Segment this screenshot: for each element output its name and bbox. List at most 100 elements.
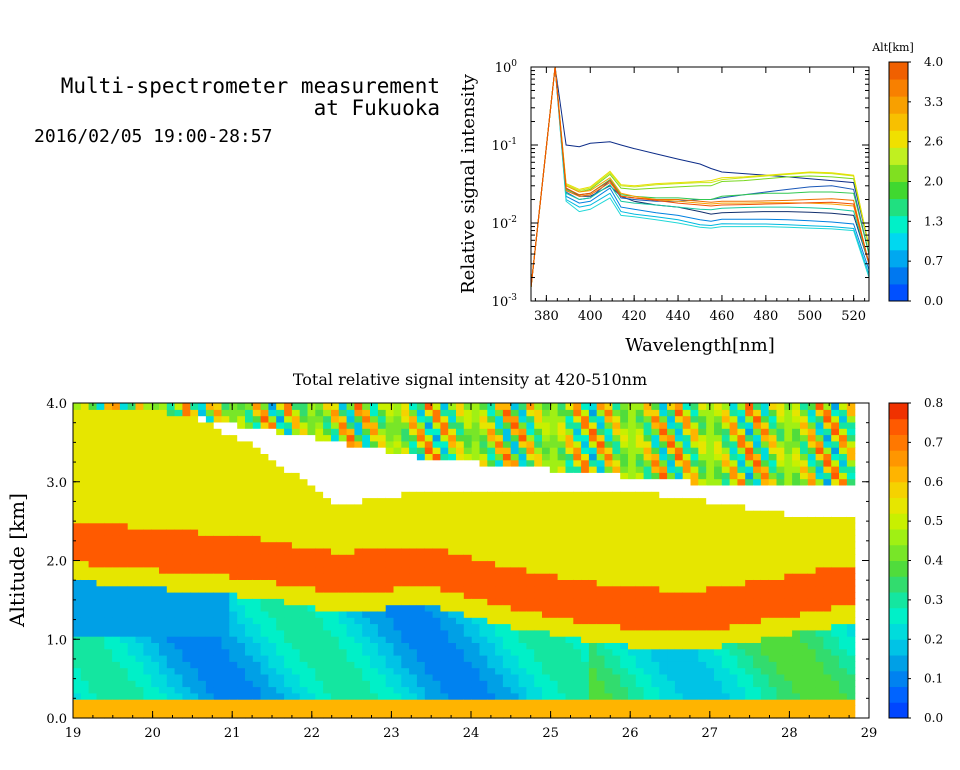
- heatmap-cell: [448, 623, 457, 631]
- heatmap-cell: [784, 516, 793, 524]
- heatmap-cell: [487, 503, 496, 511]
- heatmap-cell: [690, 478, 699, 486]
- heatmap-cell: [768, 667, 778, 675]
- heatmap-cell: [674, 711, 684, 719]
- heatmap-cell: [620, 415, 629, 423]
- heatmap-cell: [479, 440, 488, 448]
- heatmap-cell: [565, 661, 574, 669]
- heatmap-cell: [588, 434, 598, 442]
- heatmap-cell: [753, 415, 762, 423]
- heatmap-cell: [190, 692, 199, 700]
- heatmap-cell: [753, 648, 762, 656]
- heatmap-cell: [346, 629, 355, 637]
- heatmap-cell: [495, 692, 504, 700]
- heatmap-cell: [268, 686, 277, 694]
- heatmap-cell: [96, 648, 105, 656]
- heatmap-cell: [323, 547, 332, 555]
- heatmap-cell: [409, 560, 418, 568]
- heatmap-cell: [714, 554, 723, 562]
- heatmap-cell: [362, 686, 371, 694]
- heatmap-cell: [502, 705, 512, 713]
- heatmap-cell: [674, 541, 684, 549]
- heatmap-cell: [401, 447, 410, 454]
- heatmap-cell: [237, 680, 246, 688]
- heatmap-cell: [143, 491, 152, 499]
- heatmap-cell: [502, 604, 512, 612]
- heatmap-cell: [245, 585, 254, 593]
- heatmap-cell: [159, 547, 168, 555]
- heatmap-cell: [354, 585, 363, 593]
- heatmap-cell: [377, 579, 387, 587]
- heatmap-cell: [112, 623, 121, 631]
- heatmap-cell: [299, 403, 309, 410]
- heatmap-cell: [682, 610, 692, 618]
- heatmap-cell: [205, 623, 215, 631]
- heatmap-cell: [565, 415, 574, 423]
- heatmap-cell: [432, 415, 441, 423]
- heatmap-cell: [291, 680, 301, 688]
- heatmap-cell: [190, 497, 199, 505]
- heatmap-cell: [502, 535, 512, 543]
- heatmap-cell: [729, 573, 738, 580]
- heatmap-cell: [299, 510, 309, 517]
- heatmap-cell: [690, 547, 699, 555]
- heatmap-cell: [237, 409, 246, 417]
- heatmap-cell: [370, 447, 379, 454]
- heatmap-cell: [471, 428, 481, 436]
- heatmap-cell: [385, 466, 395, 473]
- heatmap-cell: [229, 409, 238, 417]
- heatmap-cell: [784, 440, 793, 448]
- heatmap-cell: [596, 636, 606, 643]
- heatmap-cell: [674, 472, 684, 480]
- heatmap-cell: [284, 592, 293, 599]
- heatmap-cell: [119, 547, 129, 555]
- heatmap-cell: [690, 579, 699, 587]
- heatmap-cell: [151, 636, 160, 643]
- heatmap-cell: [346, 680, 355, 688]
- heatmap-cell: [721, 409, 731, 417]
- heatmap-cell: [237, 522, 246, 530]
- heatmap-cell: [456, 680, 465, 688]
- heatmap-cell: [237, 434, 246, 442]
- heatmap-cell: [542, 579, 551, 587]
- heatmap-cell: [291, 484, 301, 492]
- heatmap-cell: [807, 497, 817, 505]
- heatmap-cell: [119, 409, 129, 417]
- heatmap-cell: [612, 636, 621, 643]
- heatmap-cell: [573, 434, 582, 442]
- heatmap-cell: [628, 434, 637, 442]
- heatmap-cell: [479, 642, 488, 650]
- heatmap-cell: [565, 673, 574, 681]
- heatmap-cell: [596, 497, 606, 505]
- heatmap-cell: [628, 623, 637, 631]
- heatmap-cell: [706, 529, 715, 536]
- heatmap-cell: [385, 478, 395, 486]
- heatmap-cell: [667, 472, 676, 480]
- heatmap-cell: [534, 705, 543, 713]
- heatmap-cell: [198, 535, 207, 543]
- heatmap-cell: [549, 554, 559, 562]
- heatmap-cell: [221, 529, 230, 536]
- heatmap-cell: [370, 484, 379, 492]
- heatmap-cell: [573, 560, 582, 568]
- heatmap-cell: [667, 459, 676, 467]
- heatmap-cell: [588, 636, 598, 643]
- heatmap-cell: [229, 598, 238, 606]
- heatmap-cell: [604, 453, 613, 461]
- heatmap-cell: [581, 428, 590, 436]
- heatmap-cell: [135, 421, 144, 429]
- heatmap-cell: [620, 692, 629, 700]
- heatmap-cell: [612, 655, 621, 662]
- heatmap-cell: [245, 680, 254, 688]
- heatmap-cell: [424, 503, 434, 511]
- heatmap-cell: [80, 466, 90, 473]
- heatmap-cell: [565, 573, 574, 580]
- heatmap-cell: [416, 522, 426, 530]
- heatmap-cell: [823, 692, 832, 700]
- heatmap-cell: [815, 535, 824, 543]
- heatmap-cell: [237, 610, 246, 618]
- heatmap-cell: [354, 579, 363, 587]
- heatmap-cell: [721, 484, 731, 492]
- heatmap-cell: [221, 598, 230, 606]
- heatmap-cell: [674, 636, 684, 643]
